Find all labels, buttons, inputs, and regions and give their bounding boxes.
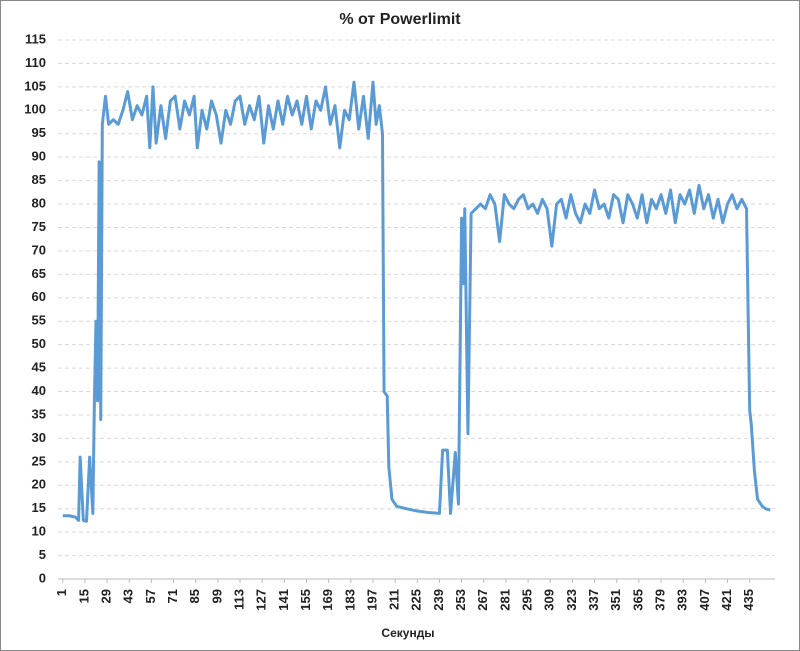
y-tick-label: 100	[24, 102, 46, 117]
y-tick-label: 95	[32, 125, 46, 140]
x-tick-label: 197	[364, 589, 379, 611]
y-tick-label: 75	[32, 219, 46, 234]
y-tick-label: 15	[32, 500, 46, 515]
x-tick-label: 351	[608, 589, 623, 611]
x-tick-label: 1	[54, 589, 69, 596]
x-tick-label: 141	[276, 589, 291, 611]
data-line	[62, 80, 771, 523]
y-tick-label: 0	[39, 570, 46, 585]
y-tick-label: 10	[32, 524, 46, 539]
x-tick-label: 183	[342, 589, 357, 611]
x-tick-label: 225	[409, 589, 424, 611]
x-tick-label: 393	[675, 589, 690, 611]
x-tick-label: 407	[697, 589, 712, 611]
y-tick-label: 105	[24, 78, 46, 93]
x-tick-label: 337	[586, 589, 601, 611]
y-tick-label: 110	[25, 55, 46, 70]
y-tick-label: 20	[32, 477, 46, 492]
y-tick-label: 80	[32, 195, 46, 210]
y-tick-label: 90	[32, 149, 46, 164]
x-tick-label: 379	[652, 589, 667, 611]
x-tick-label: 365	[630, 589, 645, 611]
x-tick-label: 43	[121, 589, 136, 603]
y-tick-label: 50	[32, 336, 46, 351]
x-tick-label: 71	[165, 589, 180, 603]
x-tick-label: 267	[475, 589, 490, 611]
y-tick-label: 5	[39, 547, 46, 562]
x-tick-label: 85	[187, 589, 202, 603]
y-tick-label: 35	[32, 406, 46, 421]
chart-title: % от Powerlimit	[339, 11, 461, 28]
x-tick-label: 155	[298, 589, 313, 611]
x-tick-label: 239	[431, 589, 446, 611]
x-tick-label: 281	[497, 589, 512, 611]
x-tick-label: 309	[542, 589, 557, 611]
x-tick-label: 211	[387, 589, 402, 610]
x-tick-label: 29	[99, 589, 114, 603]
x-tick-label: 421	[719, 589, 734, 611]
x-tick-label: 57	[143, 589, 158, 603]
y-tick-label: 85	[32, 172, 46, 187]
x-tick-label: 113	[231, 589, 246, 610]
y-tick-label: 25	[32, 453, 46, 468]
x-tick-label: 15	[76, 589, 91, 603]
y-tick-label: 60	[32, 289, 46, 304]
x-tick-label: 169	[320, 589, 335, 611]
x-tick-label: 99	[209, 589, 224, 603]
y-tick-label: 115	[25, 31, 46, 46]
x-tick-label: 253	[453, 589, 468, 611]
y-tick-label: 65	[32, 266, 46, 281]
y-tick-label: 45	[32, 360, 46, 375]
x-tick-label: 127	[254, 589, 269, 611]
y-tick-label: 55	[32, 313, 46, 328]
x-tick-label: 295	[520, 589, 535, 611]
y-tick-label: 70	[32, 242, 46, 257]
x-tick-label: 435	[741, 589, 756, 611]
y-tick-label: 30	[32, 430, 46, 445]
y-tick-label: 40	[32, 383, 46, 398]
x-tick-label: 323	[564, 589, 579, 611]
x-axis-label: Секунды	[381, 626, 434, 640]
